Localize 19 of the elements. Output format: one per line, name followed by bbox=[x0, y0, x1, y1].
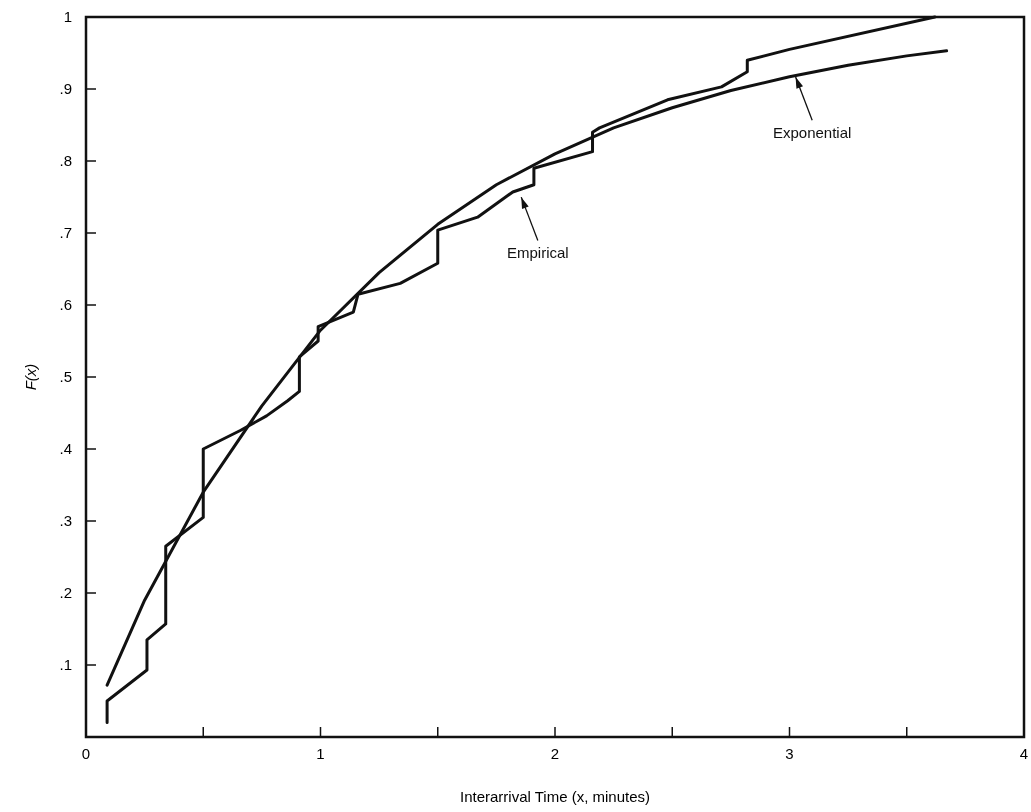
annotation: Exponential bbox=[772, 124, 852, 142]
y-tick-label: .8 bbox=[59, 152, 72, 169]
y-tick-label: .2 bbox=[59, 584, 72, 601]
y-tick-label: .6 bbox=[59, 296, 72, 313]
y-tick-label: .4 bbox=[59, 440, 72, 457]
y-axis-title: F(x) bbox=[22, 363, 39, 391]
y-tick-label: .3 bbox=[59, 512, 72, 529]
x-axis-title: Interarrival Time (x, minutes) bbox=[459, 788, 651, 805]
x-tick-label: 1 bbox=[316, 745, 325, 762]
x-tick-label: 3 bbox=[785, 745, 794, 762]
x-tick-label: 4 bbox=[1019, 745, 1029, 762]
x-tick-label: 2 bbox=[550, 745, 560, 762]
y-tick-label: .5 bbox=[59, 368, 72, 385]
y-tick-label: .9 bbox=[59, 80, 72, 97]
y-tick-label: .1 bbox=[59, 656, 72, 673]
annotation: Empirical bbox=[506, 244, 569, 262]
y-tick-label: 1 bbox=[63, 8, 72, 25]
x-tick-label: 0 bbox=[81, 745, 91, 762]
y-tick-label: .7 bbox=[59, 224, 72, 241]
